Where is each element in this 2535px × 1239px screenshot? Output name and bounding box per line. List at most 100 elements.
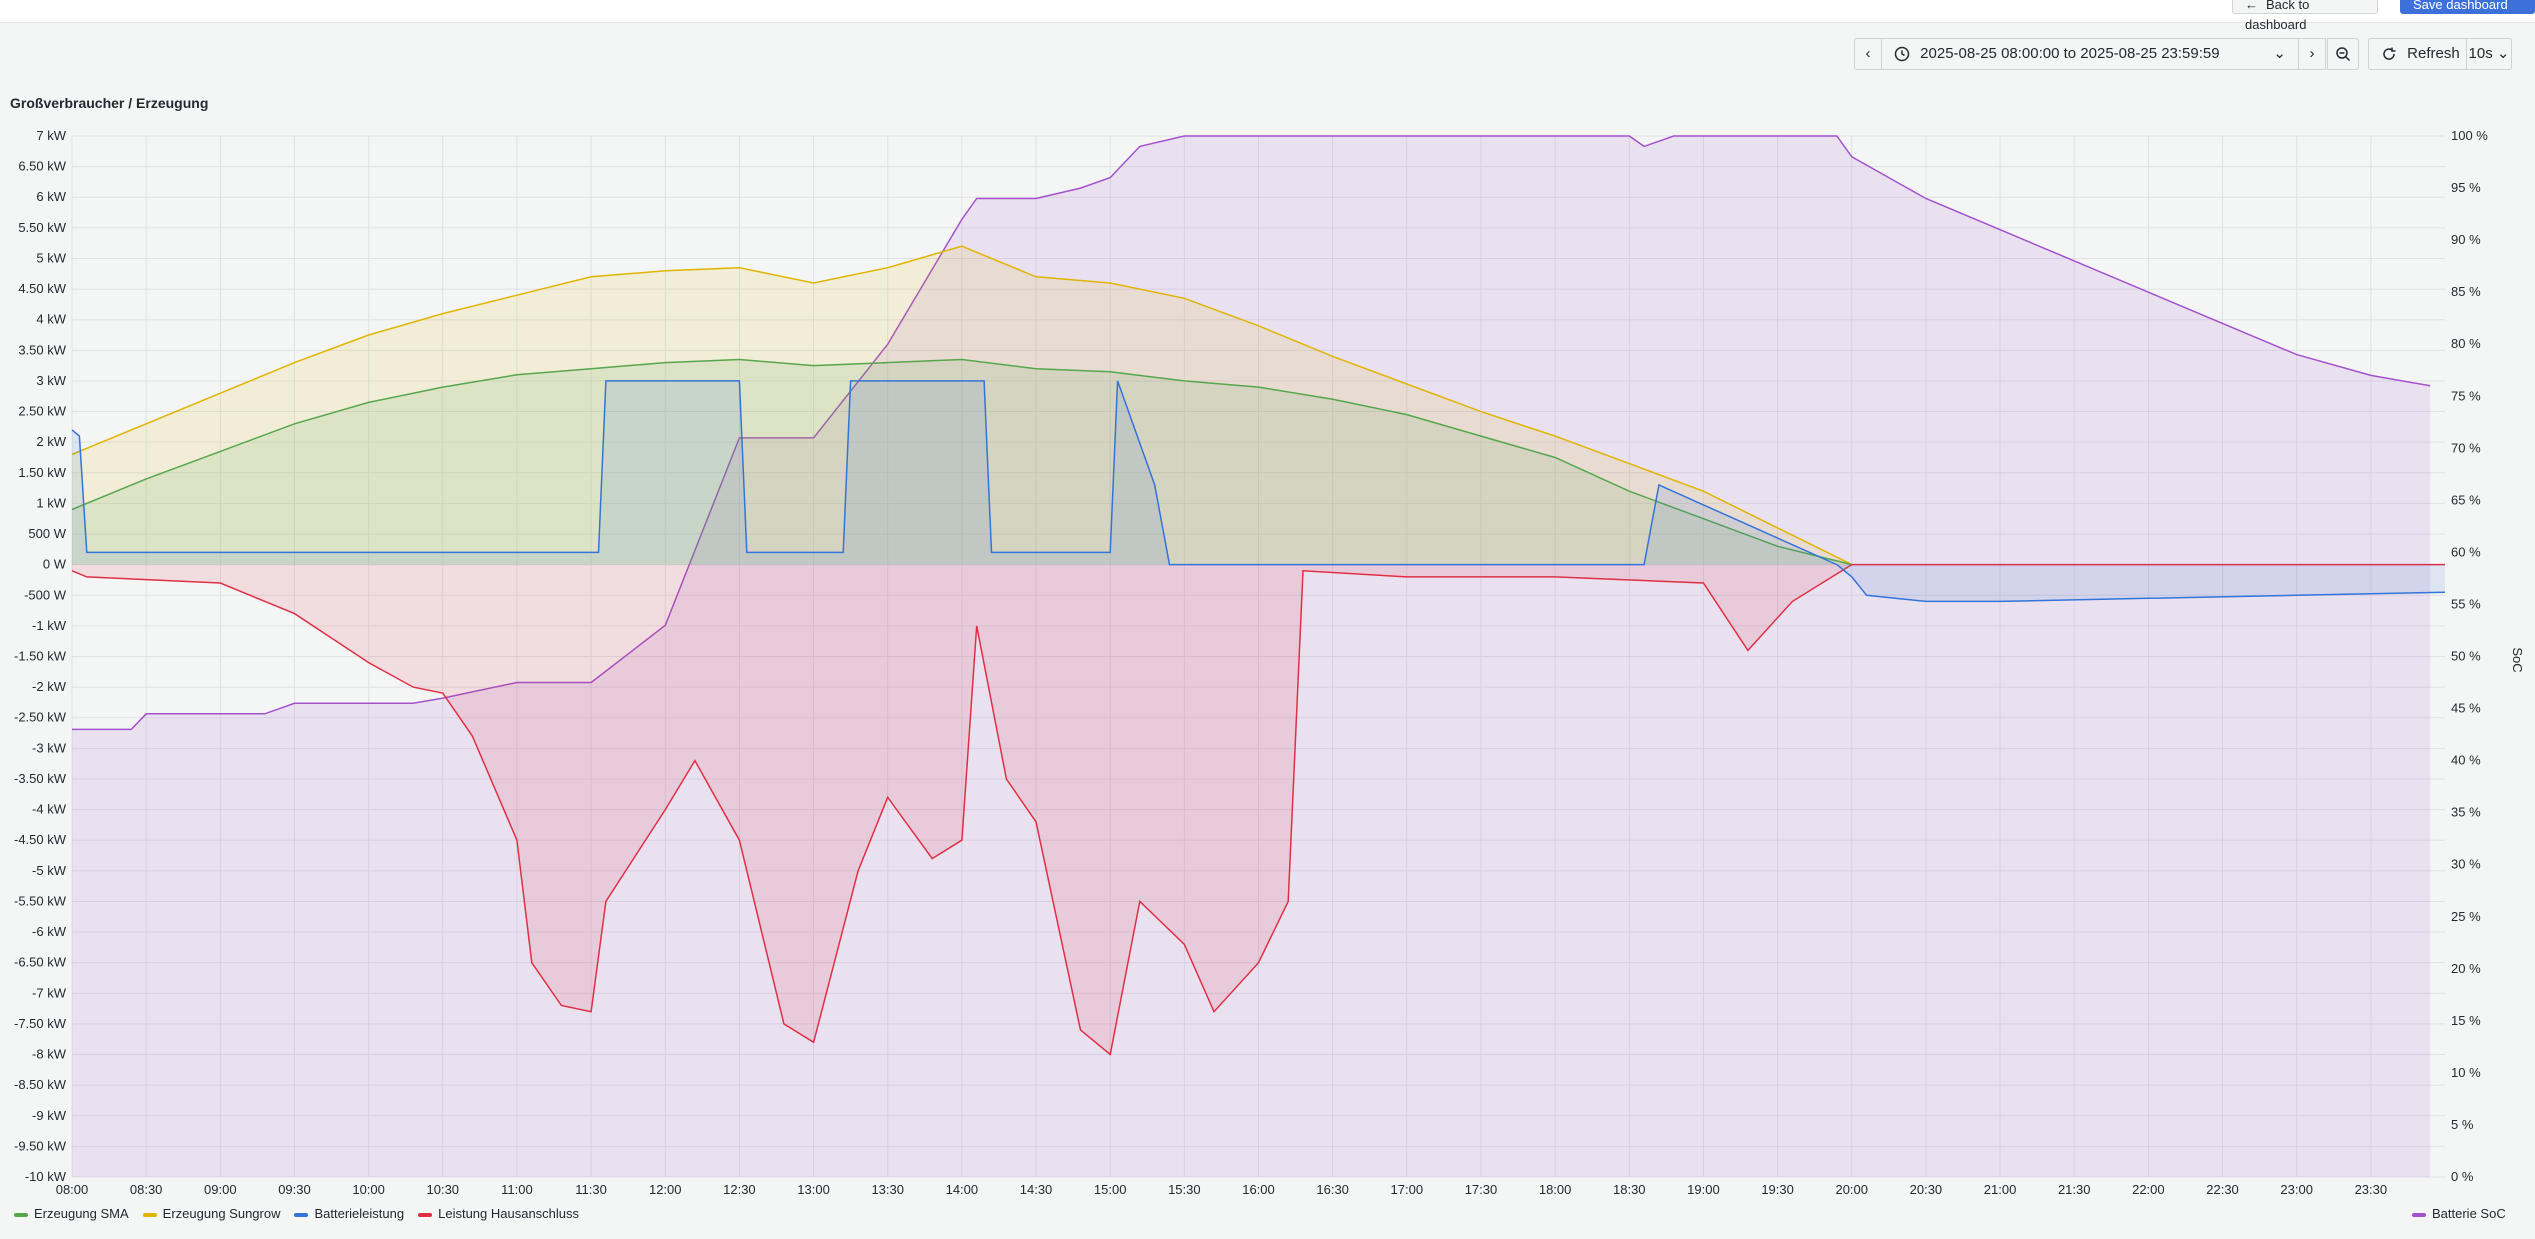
- x-tick-label: 22:30: [2206, 1182, 2239, 1197]
- legend-item[interactable]: Erzeugung SMA: [14, 1206, 129, 1221]
- save-dashboard-button[interactable]: Save dashboard: [2400, 0, 2535, 14]
- y-tick-label: 5 kW: [36, 250, 66, 265]
- series-line-batterie-soc: [72, 135, 2431, 731]
- y-tick-label: 6.50 kW: [18, 159, 66, 174]
- chevron-right-icon: ›: [2309, 45, 2315, 62]
- time-range-text: 2025-08-25 08:00:00 to 2025-08-25 23:59:…: [1920, 45, 2220, 62]
- panel-title: Großverbraucher / Erzeugung: [10, 95, 209, 111]
- y-tick-label: -6.50 kW: [14, 955, 67, 970]
- legend-item[interactable]: Leistung Hausanschluss: [418, 1206, 579, 1221]
- x-tick-label: 12:00: [649, 1182, 682, 1197]
- y2-tick-label: 45 %: [2451, 701, 2481, 716]
- legend-swatch: [2412, 1212, 2426, 1217]
- y-tick-label: 1 kW: [36, 495, 66, 510]
- y-tick-label: -10 kW: [25, 1169, 67, 1184]
- y-tick-label: 2 kW: [36, 434, 66, 449]
- back-to-dashboard-label: Back to dashboard: [2245, 0, 2310, 32]
- clock-icon: [1894, 46, 1910, 62]
- y2-axis-label: SoC: [2510, 647, 2525, 672]
- x-tick-label: 12:30: [723, 1182, 756, 1197]
- x-tick-label: 10:00: [352, 1182, 385, 1197]
- y2-tick-label: 80 %: [2451, 336, 2481, 351]
- zoom-out-button[interactable]: [2327, 38, 2359, 70]
- y2-tick-label: 55 %: [2451, 596, 2481, 611]
- x-tick-label: 14:00: [946, 1182, 979, 1197]
- time-range-picker[interactable]: 2025-08-25 08:00:00 to 2025-08-25 23:59:…: [1881, 38, 2299, 70]
- zoom-out-icon: [2336, 47, 2351, 62]
- refresh-button[interactable]: Refresh: [2368, 38, 2467, 70]
- legend-label: Leistung Hausanschluss: [438, 1206, 580, 1221]
- y2-tick-label: 60 %: [2451, 544, 2481, 559]
- x-tick-label: 16:30: [1316, 1182, 1349, 1197]
- x-tick-label: 15:00: [1094, 1182, 1127, 1197]
- legend-label: Batterieleistung: [314, 1206, 405, 1221]
- x-tick-label: 21:30: [2058, 1182, 2091, 1197]
- y-tick-label: 3 kW: [36, 373, 66, 388]
- y2-tick-label: 15 %: [2451, 1013, 2481, 1028]
- series-area-erzeugung-sma: [72, 359, 1852, 565]
- y2-tick-label: 0 %: [2451, 1169, 2474, 1184]
- y-tick-label: -4 kW: [32, 802, 67, 817]
- y-tick-label: -8 kW: [32, 1047, 67, 1062]
- y-tick-label: -9 kW: [32, 1108, 67, 1123]
- x-tick-label: 23:00: [2280, 1182, 2313, 1197]
- y-axis-left: 7 kW 6.50 kW 6 kW 5.50 kW 5 kW 4.50 kW 4 kW 3.5…: [14, 128, 67, 1184]
- time-series-chart[interactable]: 7 kW 6.50 kW 6 kW 5.50 kW 5 kW 4.50 kW 4 kW 3.5…: [0, 120, 2535, 1200]
- legend-item[interactable]: Erzeugung Sungrow: [142, 1206, 280, 1221]
- legend-swatch: [294, 1212, 309, 1217]
- x-tick-label: 17:30: [1465, 1182, 1498, 1197]
- y2-tick-label: 25 %: [2451, 909, 2481, 924]
- y-tick-label: -3.50 kW: [14, 771, 67, 786]
- series-line-erzeugung-sma: [71, 358, 1852, 566]
- series-area-batterieleistung: [72, 380, 2445, 602]
- y2-tick-label: 100 %: [2451, 128, 2488, 143]
- x-tick-label: 13:30: [871, 1182, 904, 1197]
- time-range-back-button[interactable]: ‹: [1854, 38, 1882, 70]
- y2-tick-label: 40 %: [2451, 753, 2481, 768]
- series-area-erzeugung-sungrow: [72, 246, 1852, 565]
- y-tick-label: 5.50 kW: [18, 220, 66, 235]
- y2-tick-label: 10 %: [2451, 1065, 2481, 1080]
- back-to-dashboard-button[interactable]: ← Back to dashboard: [2232, 0, 2378, 32]
- x-tick-label: 17:00: [1391, 1182, 1424, 1197]
- chevron-down-icon: ⌄: [2496, 45, 2510, 62]
- y2-tick-label: 50 %: [2451, 649, 2481, 664]
- series-line-batterieleistung: [71, 380, 2446, 603]
- legend-item[interactable]: Batterie SoC: [2412, 1206, 2506, 1221]
- y2-tick-label: 30 %: [2451, 857, 2481, 872]
- save-dashboard-label: Save dashboard: [2413, 0, 2508, 12]
- legend-item[interactable]: Batterieleistung: [294, 1206, 404, 1221]
- y-tick-label: -5.50 kW: [14, 893, 67, 908]
- y-tick-label: -6 kW: [32, 924, 67, 939]
- y2-tick-label: 90 %: [2451, 232, 2481, 247]
- y2-tick-label: 20 %: [2451, 961, 2481, 976]
- refresh-label: Refresh: [2407, 45, 2460, 62]
- x-tick-label: 10:30: [427, 1182, 460, 1197]
- x-tick-label: 20:30: [1910, 1182, 1943, 1197]
- y-tick-label: -9.50 kW: [14, 1138, 67, 1153]
- y2-tick-label: 85 %: [2451, 284, 2481, 299]
- y-tick-label: -4.50 kW: [14, 832, 67, 847]
- legend-swatch: [14, 1212, 28, 1217]
- chart-series: [71, 135, 2446, 1177]
- x-axis: 08:00 08:30 09:00 09:30 10:00 10:30 11:00 11:30…: [56, 1182, 2387, 1197]
- chevron-left-icon: ‹: [1865, 45, 1871, 62]
- y-tick-label: 4 kW: [36, 312, 66, 327]
- y-axis-right: 100 % 95 % 90 % 85 % 80 % 75 % 70 % 65 % 60 % 55 …: [2451, 128, 2488, 1184]
- x-tick-label: 20:00: [1835, 1182, 1868, 1197]
- y-tick-label: 6 kW: [36, 189, 66, 204]
- x-tick-label: 13:00: [797, 1182, 830, 1197]
- time-range-forward-button[interactable]: ›: [2298, 38, 2326, 70]
- x-tick-label: 09:00: [204, 1182, 237, 1197]
- y-tick-label: -500 W: [24, 587, 67, 602]
- x-tick-label: 21:00: [1984, 1182, 2017, 1197]
- y2-tick-label: 35 %: [2451, 805, 2481, 820]
- y-tick-label: 4.50 kW: [18, 281, 66, 296]
- x-tick-label: 14:30: [1020, 1182, 1053, 1197]
- legend-label: Erzeugung SMA: [34, 1206, 129, 1221]
- refresh-interval-select[interactable]: 10s ⌄: [2466, 38, 2512, 70]
- y-tick-label: 3.50 kW: [18, 342, 66, 357]
- legend-swatch: [142, 1212, 157, 1217]
- series-area-leistung-hausanschluss: [72, 564, 2445, 1055]
- series-line-leistung-hausanschluss: [71, 563, 2445, 1056]
